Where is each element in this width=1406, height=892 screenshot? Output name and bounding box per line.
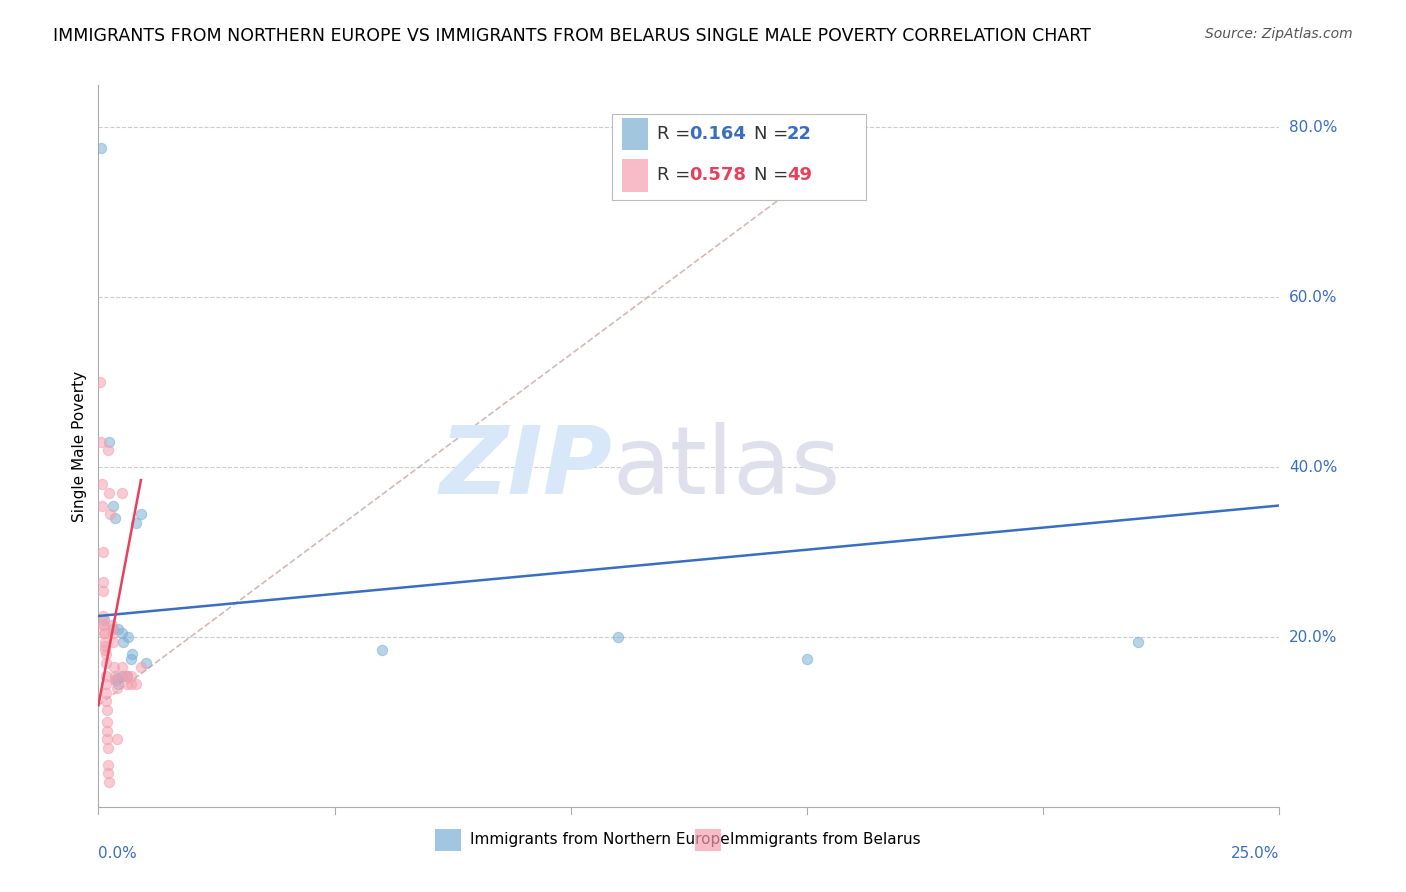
Text: N =: N = (754, 125, 794, 143)
Point (121, 668, 143, 682)
Text: Immigrants from Northern Europe: Immigrants from Northern Europe (471, 832, 730, 847)
Point (125, 677, 148, 691)
Point (97, 434, 120, 449)
Point (104, 673, 127, 687)
Text: 25.0%: 25.0% (1232, 846, 1279, 861)
Point (97, 740, 120, 755)
Point (101, 626, 124, 640)
Point (105, 681, 128, 696)
Point (115, 677, 138, 691)
Point (129, 507, 152, 521)
Point (91, 583, 114, 598)
Point (96, 732, 118, 747)
Point (135, 656, 157, 670)
Point (129, 660, 152, 674)
Point (93, 617, 115, 632)
Point (97, 774, 120, 789)
Point (96, 723, 118, 738)
Point (93, 626, 115, 640)
Point (121, 651, 143, 665)
Point (107, 622, 129, 636)
Text: atlas: atlas (612, 422, 841, 514)
Point (96, 715, 118, 730)
Point (96, 685, 118, 699)
Point (101, 622, 124, 636)
Point (111, 668, 134, 682)
Point (93, 626, 115, 640)
Point (1126, 634, 1149, 648)
Point (97, 766, 120, 780)
Point (98, 507, 121, 521)
Point (117, 630, 139, 644)
Text: 80.0%: 80.0% (1289, 120, 1337, 135)
Point (105, 673, 128, 687)
Point (94, 647, 117, 661)
Text: 49: 49 (787, 167, 813, 185)
Point (103, 660, 125, 674)
Point (111, 626, 134, 640)
Point (104, 668, 127, 682)
Point (90, 141, 112, 155)
Point (96, 702, 118, 716)
Point (94, 656, 117, 670)
Text: 0.0%: 0.0% (98, 846, 138, 861)
Point (115, 668, 138, 682)
Text: Source: ZipAtlas.com: Source: ZipAtlas.com (1205, 27, 1353, 41)
Point (371, 643, 394, 657)
Text: 22: 22 (787, 125, 813, 143)
Point (97, 443, 120, 458)
Point (112, 668, 135, 682)
Point (89, 376, 111, 390)
Point (100, 617, 122, 632)
Text: 0.578: 0.578 (689, 167, 747, 185)
Point (91, 609, 114, 624)
Point (607, 630, 630, 644)
Text: 20.0%: 20.0% (1289, 630, 1337, 645)
Point (121, 677, 143, 691)
FancyBboxPatch shape (434, 829, 461, 851)
Point (111, 634, 134, 648)
Point (94, 677, 117, 691)
Point (111, 485, 134, 500)
Point (121, 647, 143, 661)
Text: Immigrants from Belarus: Immigrants from Belarus (730, 832, 921, 847)
Point (105, 732, 128, 747)
FancyBboxPatch shape (621, 118, 648, 150)
Text: 60.0%: 60.0% (1289, 290, 1337, 305)
Point (91, 574, 114, 589)
Text: N =: N = (754, 167, 794, 185)
Point (96, 694, 118, 708)
Text: IMMIGRANTS FROM NORTHERN EUROPE VS IMMIGRANTS FROM BELARUS SINGLE MALE POVERTY C: IMMIGRANTS FROM NORTHERN EUROPE VS IMMIG… (53, 27, 1091, 45)
Point (104, 511, 127, 525)
Point (93, 613, 115, 627)
Point (111, 660, 134, 674)
Point (94, 668, 117, 682)
Point (105, 671, 128, 685)
Point (107, 677, 129, 691)
FancyBboxPatch shape (612, 113, 866, 201)
Text: R =: R = (657, 167, 696, 185)
Point (115, 668, 138, 682)
Text: 40.0%: 40.0% (1289, 459, 1337, 475)
Y-axis label: Single Male Poverty: Single Male Poverty (72, 370, 87, 522)
Point (101, 499, 124, 513)
Point (97, 757, 120, 772)
Point (91, 545, 114, 559)
Point (91, 499, 114, 513)
FancyBboxPatch shape (621, 159, 648, 192)
Point (796, 651, 818, 665)
Point (90, 477, 112, 491)
Text: ZIP: ZIP (439, 422, 612, 514)
Text: 0.164: 0.164 (689, 125, 745, 143)
FancyBboxPatch shape (695, 829, 721, 851)
Point (93, 634, 115, 648)
Point (94, 639, 117, 653)
Point (101, 634, 124, 648)
Point (91, 617, 114, 632)
Text: R =: R = (657, 125, 696, 143)
Point (90, 434, 112, 449)
Point (97, 485, 120, 500)
Point (125, 516, 148, 530)
Point (94, 643, 117, 657)
